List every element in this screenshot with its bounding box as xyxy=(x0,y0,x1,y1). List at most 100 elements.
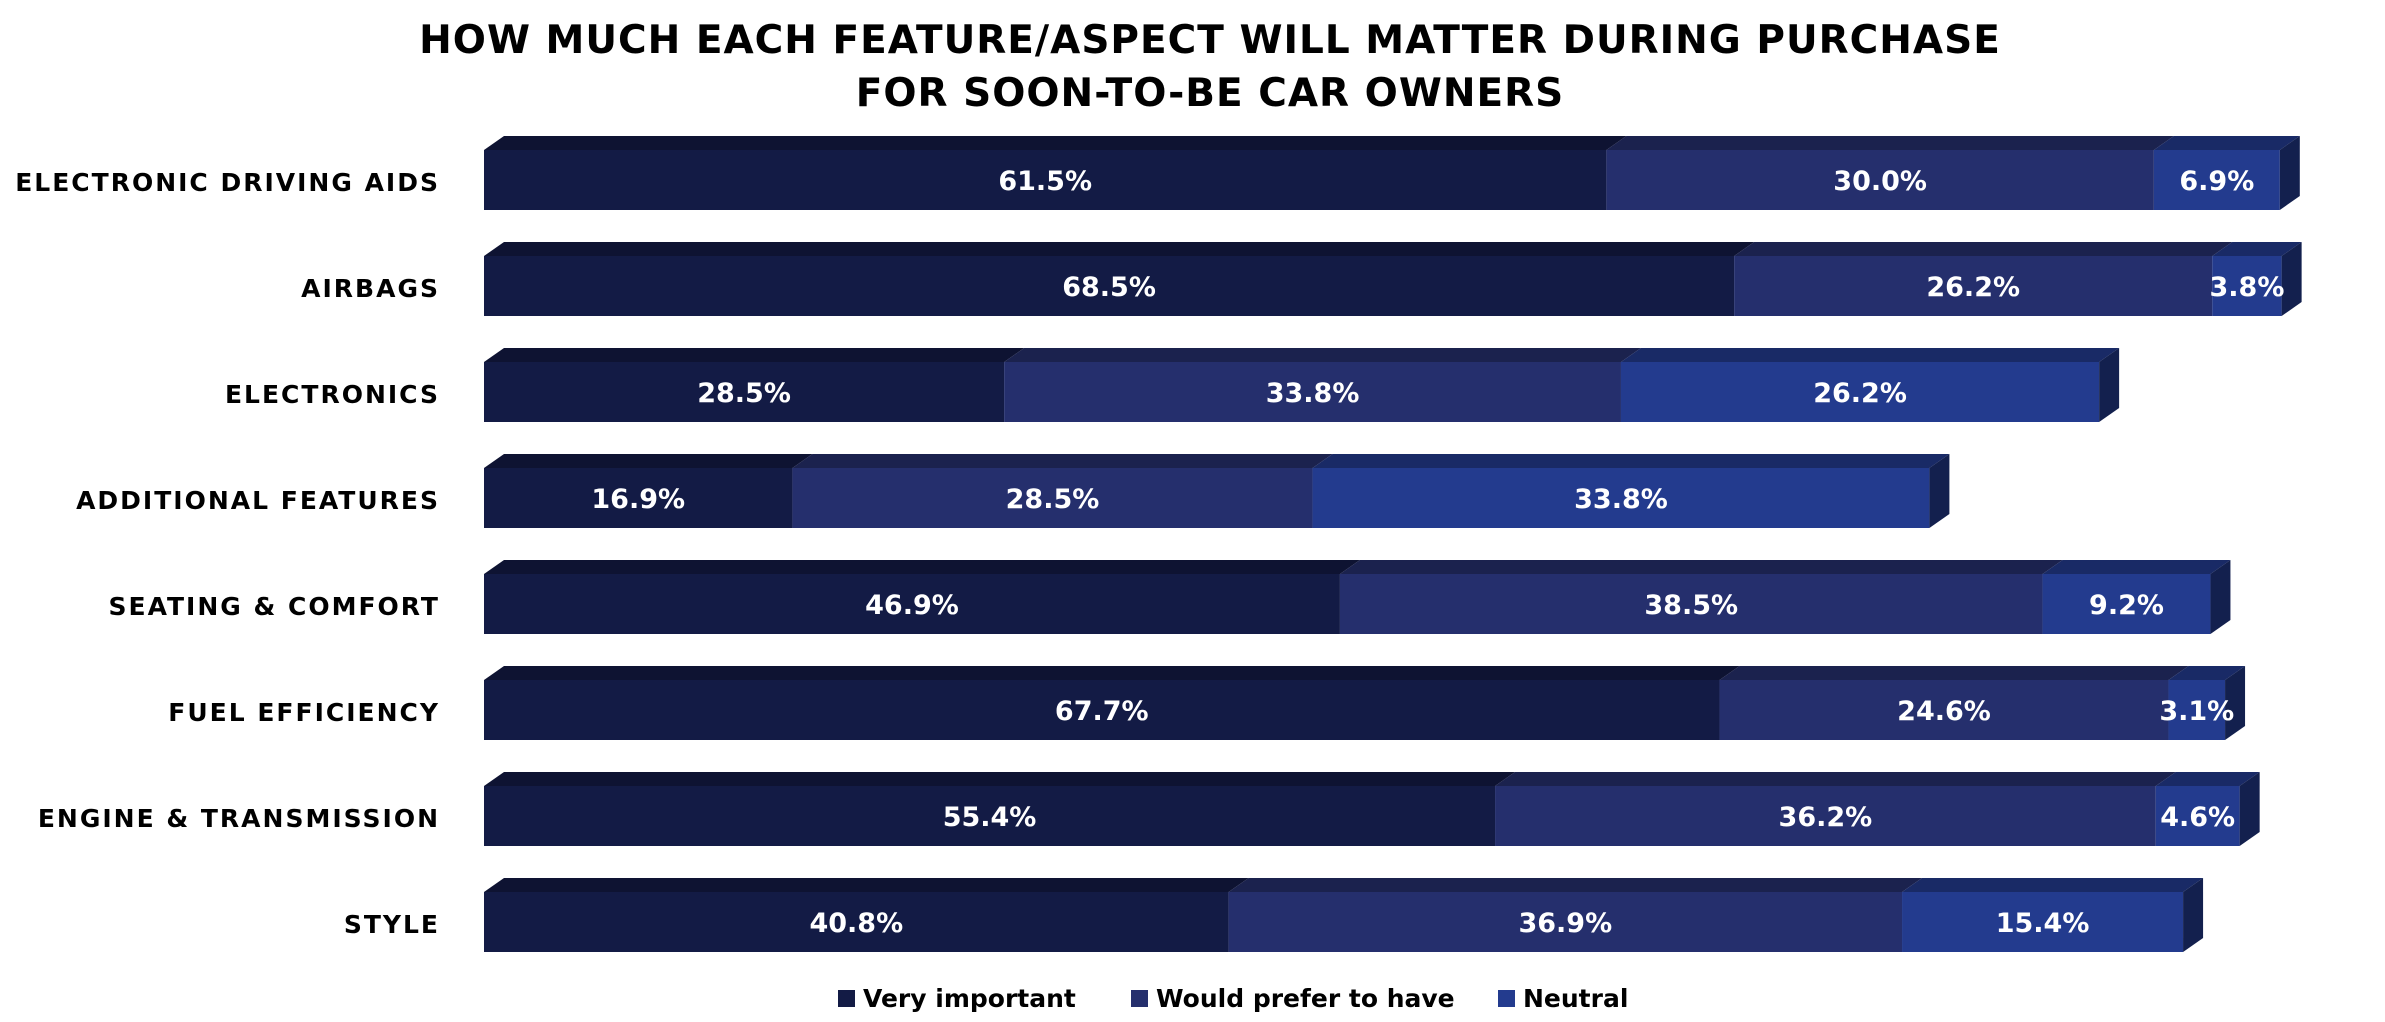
bar-seating-and-comfort-would-prefer-to-have xyxy=(1339,574,2043,634)
bar-engine-and-transmission-neutral xyxy=(2155,786,2240,846)
data-label-style-very-important: 40.8% xyxy=(809,908,903,939)
bar-top-additional-features-would-prefer-to-have xyxy=(792,454,1333,468)
bar-top-fuel-efficiency-neutral xyxy=(2168,666,2246,680)
legend-label-very-important: Very important xyxy=(863,983,1076,1013)
data-label-electronics-would-prefer-to-have: 33.8% xyxy=(1266,378,1360,409)
bar-airbags-neutral xyxy=(2212,256,2282,316)
bar-seating-and-comfort-neutral xyxy=(2042,574,2211,634)
bar-fuel-efficiency-neutral xyxy=(2168,680,2226,740)
bar-side-additional-features xyxy=(1929,454,1950,528)
bar-side-engine-and-transmission xyxy=(2239,772,2260,846)
category-label-engine-and-transmission: ENGINE & TRANSMISSION xyxy=(38,804,440,833)
bar-row-seating-and-comfort: 46.9% 38.5% 9.2% xyxy=(484,560,2231,634)
chart-legend: Very important Would prefer to have Neut… xyxy=(0,980,2385,1016)
bar-side-electronic-driving-aids xyxy=(2279,136,2300,210)
legend-swatch-would-prefer xyxy=(1131,989,1148,1007)
category-label-style: STYLE xyxy=(344,910,440,939)
bar-engine-and-transmission-very-important xyxy=(484,786,1496,846)
bar-style-very-important xyxy=(484,892,1229,952)
legend-label-neutral: Neutral xyxy=(1523,983,1629,1013)
data-label-seating-and-comfort-would-prefer-to-have: 38.5% xyxy=(1644,590,1738,621)
data-label-additional-features-would-prefer-to-have: 28.5% xyxy=(1006,484,1100,515)
legend-item-would-prefer: Would prefer to have xyxy=(1131,980,1455,1016)
data-label-airbags-very-important: 68.5% xyxy=(1062,272,1156,303)
data-label-fuel-efficiency-neutral: 3.1% xyxy=(2159,696,2234,727)
chart-title-line-1: HOW MUCH EACH FEATURE/ASPECT WILL MATTER… xyxy=(419,18,2001,63)
legend-swatch-neutral xyxy=(1498,989,1515,1007)
bar-top-seating-and-comfort-neutral xyxy=(2042,560,2231,574)
bar-top-fuel-efficiency-would-prefer-to-have xyxy=(1719,666,2189,680)
data-label-additional-features-neutral: 33.8% xyxy=(1574,484,1668,515)
data-label-electronics-neutral: 26.2% xyxy=(1813,378,1907,409)
legend-item-very-important: Very important xyxy=(838,980,1076,1016)
data-label-additional-features-very-important: 16.9% xyxy=(591,484,685,515)
data-label-airbags-neutral: 3.8% xyxy=(2210,272,2285,303)
data-label-fuel-efficiency-would-prefer-to-have: 24.6% xyxy=(1897,696,1991,727)
bar-fuel-efficiency-would-prefer-to-have xyxy=(1719,680,2169,740)
bar-electronics-neutral xyxy=(1620,362,2100,422)
bar-side-airbags xyxy=(2281,242,2302,316)
data-label-electronic-driving-aids-would-prefer-to-have: 30.0% xyxy=(1833,166,1927,197)
data-label-style-would-prefer-to-have: 36.9% xyxy=(1518,908,1612,939)
bar-style-neutral xyxy=(1902,892,2184,952)
chart-title-line-2: FOR SOON-TO-BE CAR OWNERS xyxy=(855,71,1565,116)
bar-top-electronic-driving-aids-would-prefer-to-have xyxy=(1606,136,2174,150)
data-label-fuel-efficiency-very-important: 67.7% xyxy=(1055,696,1149,727)
bar-top-seating-and-comfort-very-important xyxy=(484,560,1360,574)
bar-electronic-driving-aids-neutral xyxy=(2153,150,2280,210)
bar-top-engine-and-transmission-very-important xyxy=(484,772,1516,786)
category-label-electronic-driving-aids: ELECTRONIC DRIVING AIDS xyxy=(15,168,440,197)
bar-airbags-would-prefer-to-have xyxy=(1734,256,2213,316)
bar-electronics-very-important xyxy=(484,362,1005,422)
bar-top-seating-and-comfort-would-prefer-to-have xyxy=(1339,560,2063,574)
data-label-airbags-would-prefer-to-have: 26.2% xyxy=(1926,272,2020,303)
chart-title: HOW MUCH EACH FEATURE/ASPECT WILL MATTER… xyxy=(360,14,2060,120)
data-label-style-neutral: 15.4% xyxy=(1996,908,2090,939)
bar-top-electronic-driving-aids-neutral xyxy=(2153,136,2300,150)
bar-row-style: 40.8% 36.9% 15.4% xyxy=(484,878,2204,952)
category-label-airbags: AIRBAGS xyxy=(301,274,440,303)
bar-top-airbags-neutral xyxy=(2212,242,2302,256)
bar-top-engine-and-transmission-neutral xyxy=(2155,772,2260,786)
legend-item-neutral: Neutral xyxy=(1498,980,1628,1016)
bar-side-fuel-efficiency xyxy=(2225,666,2246,740)
bar-electronics-would-prefer-to-have xyxy=(1004,362,1621,422)
bar-top-electronics-very-important xyxy=(484,348,1025,362)
data-label-engine-and-transmission-neutral: 4.6% xyxy=(2160,802,2235,833)
bar-side-electronics xyxy=(2099,348,2120,422)
bar-top-airbags-would-prefer-to-have xyxy=(1734,242,2233,256)
bar-additional-features-very-important xyxy=(484,468,793,528)
legend-label-would-prefer: Would prefer to have xyxy=(1156,983,1455,1013)
data-label-electronic-driving-aids-neutral: 6.9% xyxy=(2179,166,2254,197)
bar-top-electronics-neutral xyxy=(1620,348,2120,362)
data-label-engine-and-transmission-very-important: 55.4% xyxy=(943,802,1037,833)
bar-airbags-very-important xyxy=(484,256,1735,316)
bar-seating-and-comfort-very-important xyxy=(484,574,1340,634)
legend-swatch-very-important xyxy=(838,989,855,1007)
bar-additional-features-would-prefer-to-have xyxy=(792,468,1313,528)
data-label-engine-and-transmission-would-prefer-to-have: 36.2% xyxy=(1779,802,1873,833)
bar-top-style-neutral xyxy=(1902,878,2204,892)
bar-top-style-would-prefer-to-have xyxy=(1228,878,1923,892)
bar-fuel-efficiency-very-important xyxy=(484,680,1720,740)
bar-top-airbags-very-important xyxy=(484,242,1755,256)
data-label-electronic-driving-aids-very-important: 61.5% xyxy=(998,166,1092,197)
data-label-electronics-very-important: 28.5% xyxy=(697,378,791,409)
bar-electronic-driving-aids-very-important xyxy=(484,150,1607,210)
bar-side-seating-and-comfort xyxy=(2210,560,2231,634)
bar-electronic-driving-aids-would-prefer-to-have xyxy=(1606,150,2154,210)
bar-side-style xyxy=(2183,878,2204,952)
bar-row-airbags: 68.5% 26.2% 3.8% xyxy=(484,242,2302,316)
bar-top-additional-features-neutral xyxy=(1312,454,1950,468)
category-label-seating-and-comfort: SEATING & COMFORT xyxy=(109,592,441,621)
bar-top-additional-features-very-important xyxy=(484,454,813,468)
bar-top-electronics-would-prefer-to-have xyxy=(1004,348,1641,362)
category-label-fuel-efficiency: FUEL EFFICIENCY xyxy=(168,698,440,727)
bar-row-fuel-efficiency: 67.7% 24.6% 3.1% xyxy=(484,666,2246,740)
bar-top-engine-and-transmission-would-prefer-to-have xyxy=(1495,772,2176,786)
category-label-additional-features: ADDITIONAL FEATURES xyxy=(76,486,440,515)
bar-additional-features-neutral xyxy=(1312,468,1930,528)
bar-row-electronics: 28.5% 33.8% 26.2% xyxy=(484,348,2120,422)
